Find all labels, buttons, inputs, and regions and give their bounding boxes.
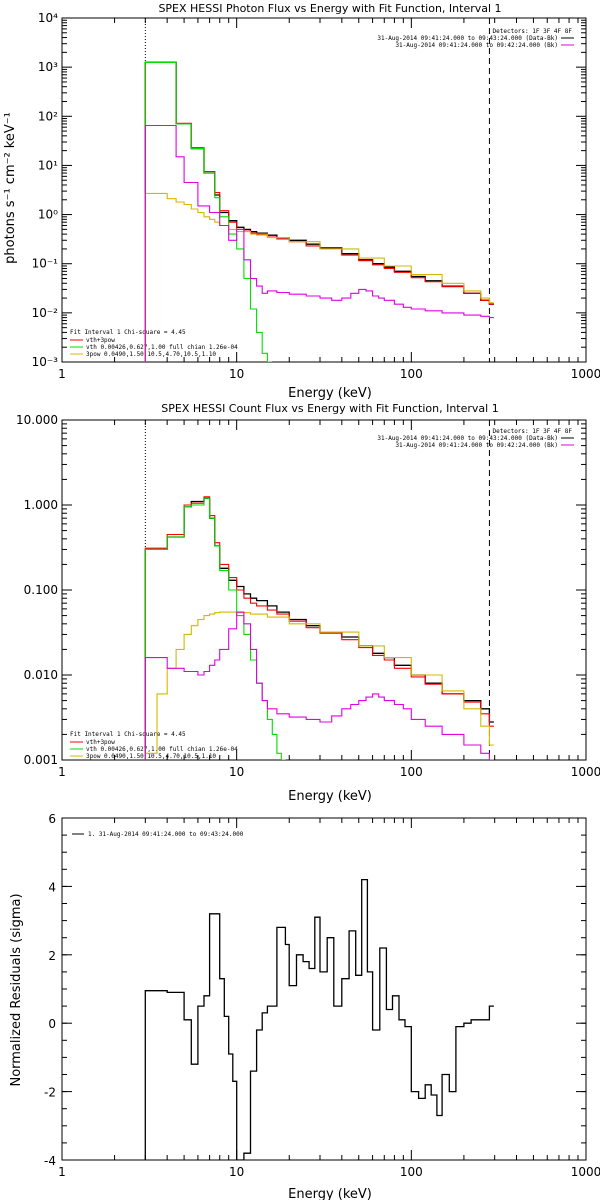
panel1-fit-title: Fit Interval 1 Chi-square = 4.45 bbox=[70, 329, 186, 336]
panel1-series-bk bbox=[144, 124, 494, 362]
panel2-legend-bottom: Fit Interval 1 Chi-square = 4.45 vth+3po… bbox=[70, 731, 238, 760]
panel3-ylabel: Normalized Residuals (sigma) bbox=[9, 893, 24, 1086]
panel1-xtick-label: 10 bbox=[229, 367, 244, 381]
panel1-ytick-label: 10⁻³ bbox=[32, 355, 59, 369]
panel2-fit-title: Fit Interval 1 Chi-square = 4.45 bbox=[70, 731, 186, 738]
panel2-ytick-label: 0.100 bbox=[24, 583, 58, 597]
panel2-xlabel: Energy (keV) bbox=[288, 789, 372, 804]
panel2-ytick-label: 0.001 bbox=[24, 753, 58, 767]
panel1-ytick-label: 10⁻¹ bbox=[32, 257, 59, 271]
panel2-legend-top: Detectors: 1F 3F 4F 8F 31-Aug-2014 09:41… bbox=[377, 428, 574, 449]
panel2-ytick-label: 0.010 bbox=[24, 668, 58, 682]
panel2-ytick-label: 10.000 bbox=[16, 413, 58, 427]
panel3-series-residual bbox=[144, 878, 494, 1160]
panel1-ytick-label: 10⁻² bbox=[32, 306, 59, 320]
panel2-series-vth bbox=[144, 497, 286, 760]
count-flux-panel: SPEX HESSI Count Flux vs Energy with Fit… bbox=[16, 402, 600, 804]
panel2-fit-vth: vth 0.00426,0.627,1.00 full chian 1.26e-… bbox=[86, 746, 238, 753]
residuals-panel: Energy (keV) Normalized Residuals (sigma… bbox=[9, 812, 600, 1200]
panel1-series-group bbox=[144, 61, 494, 362]
photon-flux-panel: SPEX HESSI Photon Flux vs Energy with Fi… bbox=[3, 2, 600, 401]
panel1-xtick-label: 1 bbox=[58, 367, 66, 381]
panel1-title: SPEX HESSI Photon Flux vs Energy with Fi… bbox=[158, 2, 501, 15]
panel3-xtick-label: 10 bbox=[229, 1165, 244, 1179]
panel2-xtick-label: 100 bbox=[400, 765, 423, 779]
panel1-legend-bottom: Fit Interval 1 Chi-square = 4.45 vth+3po… bbox=[70, 329, 238, 358]
panel1-plot-frame bbox=[61, 17, 587, 363]
panel2-legend-bk: 31-Aug-2014 09:41:24.000 to 09:42:24.000… bbox=[395, 442, 558, 449]
panel2-fit-total: vth+3pow bbox=[86, 739, 115, 746]
panel3-series-group bbox=[144, 878, 494, 1160]
panel1-legend-top: Detectors: 1F 3F 4F 8F 31-Aug-2014 09:41… bbox=[377, 28, 574, 49]
panel3-xlabel: Energy (keV) bbox=[288, 1187, 372, 1200]
panel3-xtick-label: 100 bbox=[400, 1165, 423, 1179]
panel3-ytick-label: 0 bbox=[48, 1017, 56, 1031]
panel2-series-bk bbox=[144, 611, 494, 760]
panel1-xlabel: Energy (keV) bbox=[288, 386, 372, 401]
panel1-xtick-label: 1000 bbox=[571, 367, 600, 381]
panel2-series-group bbox=[144, 496, 494, 760]
panel2-legend-detectors: Detectors: 1F 3F 4F 8F bbox=[493, 428, 573, 435]
panel3-ytick-label: 4 bbox=[48, 880, 56, 894]
panel1-fit-total: vth+3pow bbox=[86, 337, 115, 344]
panel3-xtick-label: 1 bbox=[58, 1165, 66, 1179]
panel1-legend-data-bk: 31-Aug-2014 09:41:24.000 to 09:43:24.000… bbox=[377, 35, 558, 42]
panel3-legend: 1. 31-Aug-2014 09:41:24.000 to 09:43:24.… bbox=[88, 831, 244, 838]
panel1-xtick-label: 100 bbox=[400, 367, 423, 381]
panel1-ytick-label: 10³ bbox=[38, 60, 58, 74]
panel2-legend-data-bk: 31-Aug-2014 09:41:24.000 to 09:43:24.000… bbox=[377, 435, 558, 442]
panel1-fit-pow: 3pow 0.0490,1.50,10.5,4.70,10.5,1.10 bbox=[86, 351, 216, 358]
panel2-fit-pow: 3pow 0.0490,1.50,10.5,4.70,10.5,1.10 bbox=[86, 753, 216, 760]
panel3-ytick-label: -4 bbox=[44, 1154, 56, 1168]
panel2-series-total bbox=[144, 496, 494, 760]
panel1-series-vth bbox=[144, 61, 272, 362]
panel2-xtick-label: 1000 bbox=[571, 765, 600, 779]
panel2-xtick-label: 1 bbox=[58, 765, 66, 779]
panel3-ytick-label: 6 bbox=[48, 812, 56, 826]
panel1-fit-vth: vth 0.00426,0.627,1.00 full chian 1.26e-… bbox=[86, 344, 238, 351]
panel1-ytick-label: 10⁴ bbox=[38, 11, 58, 25]
panel3-ytick-label: -2 bbox=[44, 1086, 56, 1100]
panel3-ytick-label: 2 bbox=[48, 949, 56, 963]
panel2-ytick-label: 1.000 bbox=[24, 498, 58, 512]
panel2-xtick-label: 10 bbox=[229, 765, 244, 779]
panel2-title: SPEX HESSI Count Flux vs Energy with Fit… bbox=[161, 402, 498, 415]
panel3-xtick-label: 1000 bbox=[571, 1165, 600, 1179]
panel1-ytick-label: 10⁰ bbox=[38, 208, 58, 222]
panel1-legend-bk: 31-Aug-2014 09:41:24.000 to 09:42:24.000… bbox=[395, 42, 558, 49]
panel1-legend-detectors: Detectors: 1F 3F 4F 8F bbox=[493, 28, 573, 35]
panel1-ytick-label: 10² bbox=[38, 109, 58, 123]
panel1-ytick-label: 10¹ bbox=[38, 158, 58, 172]
panel1-ylabel: photons s⁻¹ cm⁻² keV⁻¹ bbox=[3, 112, 18, 264]
